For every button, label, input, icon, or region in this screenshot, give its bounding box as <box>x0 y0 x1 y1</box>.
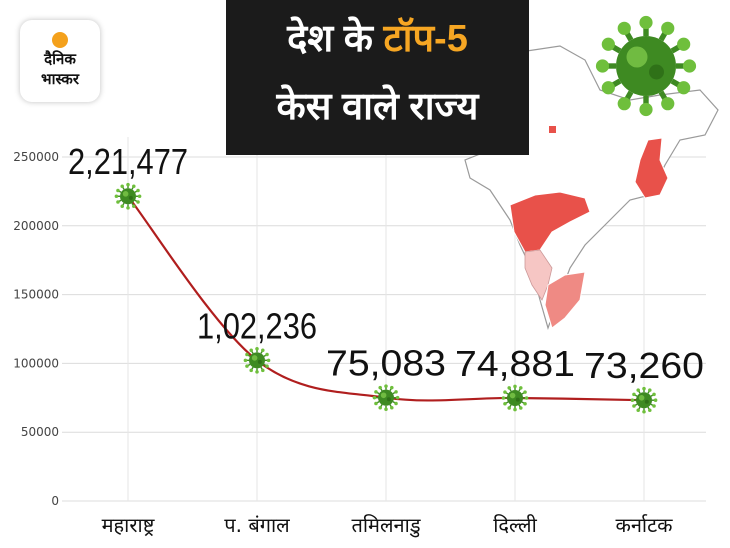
page-title-line1: देश के टॉप-5 <box>226 14 529 64</box>
logo-text-line2: भास्कर <box>41 70 79 88</box>
y-tick-label: 50000 <box>21 425 59 439</box>
x-category-label: कर्नाटक <box>615 513 673 537</box>
data-point-marker <box>243 346 271 374</box>
data-label: 75,083 <box>326 343 446 384</box>
data-point-marker <box>501 384 529 412</box>
y-tick-label: 100000 <box>13 356 59 370</box>
x-category-label: प. बंगाल <box>224 513 290 537</box>
y-tick-label: 250000 <box>13 150 59 164</box>
coronavirus-icon <box>595 15 697 117</box>
map-region-west-bengal <box>634 137 669 199</box>
y-tick-label: 0 <box>51 494 59 508</box>
map-region-maharashtra <box>509 191 591 253</box>
data-label: 73,260 <box>584 345 704 386</box>
data-label: 74,881 <box>455 343 575 384</box>
logo-sun <box>52 32 68 48</box>
data-label: 2,21,477 <box>68 141 188 182</box>
logo-text-line1: दैनिक <box>44 50 76 68</box>
x-category-label: महाराष्ट्र <box>102 513 155 537</box>
data-point-marker <box>114 182 142 210</box>
data-point-marker <box>630 386 658 414</box>
title-accent: टॉप-5 <box>383 18 468 60</box>
title-prefix: देश के <box>287 18 384 60</box>
x-category-label: तमिलनाडु <box>351 513 420 538</box>
title-box: देश के टॉप-5 केस वाले राज्य <box>226 0 529 155</box>
y-tick-label: 200000 <box>13 219 59 233</box>
page-title-line2: केस वाले राज्य <box>276 86 479 128</box>
coronavirus-icon <box>595 15 697 117</box>
data-point-marker <box>372 384 400 412</box>
y-tick-label: 150000 <box>13 288 59 302</box>
dainik-bhaskar-logo: दैनिक भास्कर <box>20 20 100 102</box>
x-category-label: दिल्ली <box>493 513 537 537</box>
map-region-karnataka <box>524 249 553 301</box>
map-region-tamilnadu <box>544 271 586 329</box>
map-region-delhi <box>549 126 556 133</box>
data-label: 1,02,236 <box>197 305 317 346</box>
